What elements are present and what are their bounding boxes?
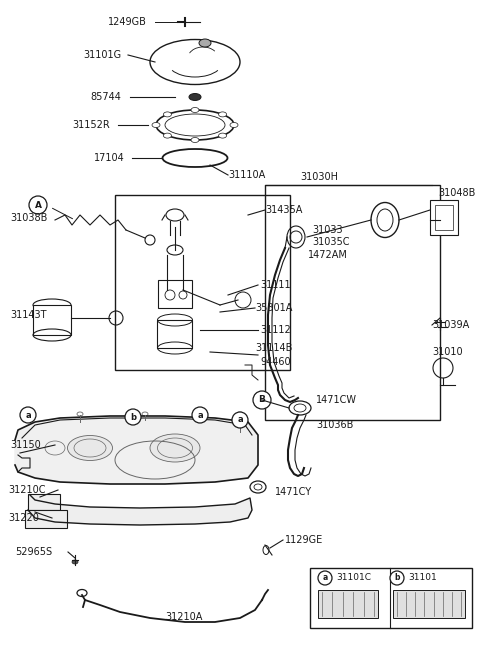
- Bar: [25, 510, 67, 528]
- Text: 52965S: 52965S: [15, 547, 52, 557]
- Bar: [28, 494, 60, 510]
- Bar: [265, 185, 440, 420]
- Bar: [33, 305, 71, 335]
- Text: a: a: [237, 415, 243, 424]
- Text: 31210C: 31210C: [8, 485, 46, 495]
- Text: a: a: [323, 573, 328, 582]
- Ellipse shape: [191, 108, 199, 112]
- Ellipse shape: [218, 133, 227, 138]
- Bar: [430, 200, 458, 235]
- Ellipse shape: [163, 112, 171, 117]
- Circle shape: [29, 196, 47, 214]
- Ellipse shape: [68, 436, 112, 460]
- Text: 31152R: 31152R: [72, 120, 110, 130]
- Bar: [310, 568, 472, 628]
- Text: 31038B: 31038B: [10, 213, 48, 223]
- Circle shape: [390, 571, 404, 585]
- Ellipse shape: [289, 401, 311, 415]
- Text: 31101C: 31101C: [336, 573, 371, 582]
- Text: 31150: 31150: [10, 440, 41, 450]
- Text: 31114B: 31114B: [255, 343, 292, 353]
- Text: a: a: [197, 411, 203, 419]
- Circle shape: [192, 407, 208, 423]
- Bar: [158, 280, 192, 308]
- Bar: [115, 195, 290, 370]
- Text: 31101G: 31101G: [83, 50, 121, 60]
- Text: 1471CY: 1471CY: [275, 487, 312, 497]
- Circle shape: [232, 412, 248, 428]
- Ellipse shape: [166, 209, 184, 221]
- Polygon shape: [28, 495, 252, 525]
- Text: 31112: 31112: [260, 325, 291, 335]
- Text: b: b: [394, 573, 400, 582]
- Ellipse shape: [250, 481, 266, 493]
- Text: 31035C: 31035C: [312, 237, 349, 247]
- Text: 17104: 17104: [94, 153, 125, 163]
- Text: 1129GE: 1129GE: [285, 535, 323, 545]
- Ellipse shape: [72, 560, 78, 564]
- Text: 1471CW: 1471CW: [316, 395, 357, 405]
- Ellipse shape: [163, 133, 171, 138]
- Ellipse shape: [152, 123, 160, 127]
- Text: 31210A: 31210A: [165, 612, 203, 622]
- Text: 31101: 31101: [408, 573, 437, 582]
- Bar: [435, 205, 453, 230]
- Text: 94460: 94460: [260, 357, 290, 367]
- Text: 31435A: 31435A: [265, 205, 302, 215]
- Circle shape: [125, 409, 141, 425]
- Text: 31039A: 31039A: [432, 320, 469, 330]
- Text: 31048B: 31048B: [438, 188, 475, 198]
- Text: 1249GB: 1249GB: [108, 17, 147, 27]
- Ellipse shape: [230, 123, 238, 127]
- Circle shape: [318, 571, 332, 585]
- Ellipse shape: [199, 39, 211, 47]
- Ellipse shape: [33, 299, 71, 311]
- Text: A: A: [35, 200, 41, 210]
- Text: 1472AM: 1472AM: [308, 250, 348, 260]
- Ellipse shape: [191, 138, 199, 142]
- Bar: [157, 320, 192, 348]
- Bar: [318, 590, 378, 618]
- Text: 31220: 31220: [8, 513, 39, 523]
- Text: a: a: [25, 411, 31, 419]
- Text: 31030H: 31030H: [300, 172, 338, 182]
- Text: 31033: 31033: [312, 225, 343, 235]
- Text: 31010: 31010: [432, 347, 463, 357]
- Circle shape: [253, 391, 271, 409]
- Ellipse shape: [167, 245, 183, 255]
- Text: 31110A: 31110A: [228, 170, 265, 180]
- Text: 31036B: 31036B: [316, 420, 353, 430]
- Ellipse shape: [218, 112, 227, 117]
- Text: b: b: [130, 413, 136, 421]
- Text: 31143T: 31143T: [10, 310, 47, 320]
- Bar: [393, 590, 465, 618]
- Polygon shape: [15, 416, 258, 484]
- Ellipse shape: [189, 93, 201, 101]
- Text: 31111: 31111: [260, 280, 290, 290]
- Text: 35301A: 35301A: [255, 303, 292, 313]
- Text: 85744: 85744: [90, 92, 121, 102]
- Text: B: B: [259, 396, 265, 404]
- Circle shape: [20, 407, 36, 423]
- Ellipse shape: [150, 434, 200, 462]
